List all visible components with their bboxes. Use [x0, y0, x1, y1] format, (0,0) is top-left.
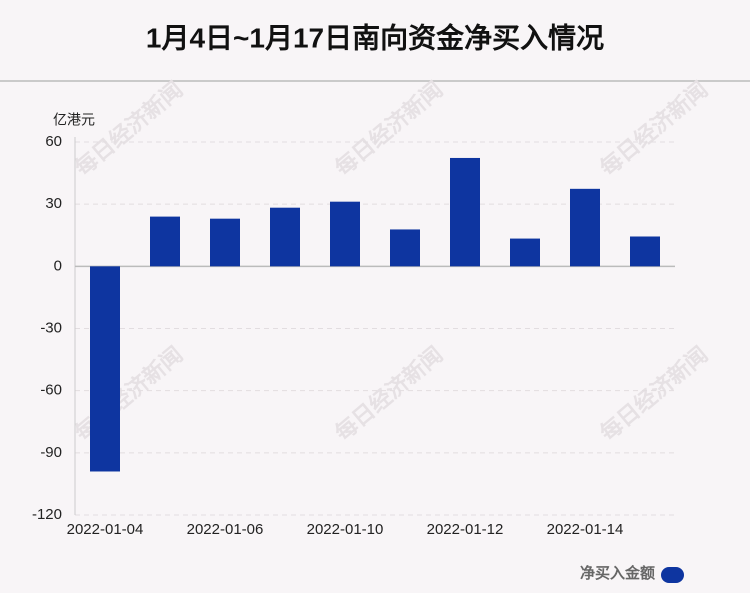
bar: [630, 236, 660, 267]
bar: [210, 218, 240, 267]
x-tick-label: 2022-01-14: [547, 521, 624, 538]
y-tick-label: 30: [45, 195, 62, 212]
bar: [510, 238, 540, 267]
x-tick-label: 2022-01-12: [427, 521, 504, 538]
y-tick-label: -30: [40, 319, 62, 336]
y-tick-label: -90: [40, 444, 62, 461]
bar: [90, 266, 120, 472]
legend-label: 净买入金额: [580, 564, 655, 582]
bar: [570, 188, 600, 267]
legend-swatch: [661, 567, 684, 583]
bar: [330, 201, 360, 267]
bar: [150, 216, 180, 267]
y-tick-label: -60: [40, 382, 62, 399]
bar: [270, 207, 300, 267]
chart-title: 1月4日~1月17日南向资金净买入情况: [146, 21, 604, 53]
x-tick-label: 2022-01-06: [187, 521, 264, 538]
y-tick-label: 60: [45, 133, 62, 150]
y-tick-label: 0: [54, 257, 62, 274]
y-axis-label: 亿港元: [53, 112, 95, 128]
y-tick-label: -120: [32, 506, 62, 523]
bar: [450, 157, 480, 267]
x-tick-label: 2022-01-10: [307, 521, 384, 538]
x-tick-label: 2022-01-04: [67, 521, 144, 538]
bar: [390, 229, 420, 267]
